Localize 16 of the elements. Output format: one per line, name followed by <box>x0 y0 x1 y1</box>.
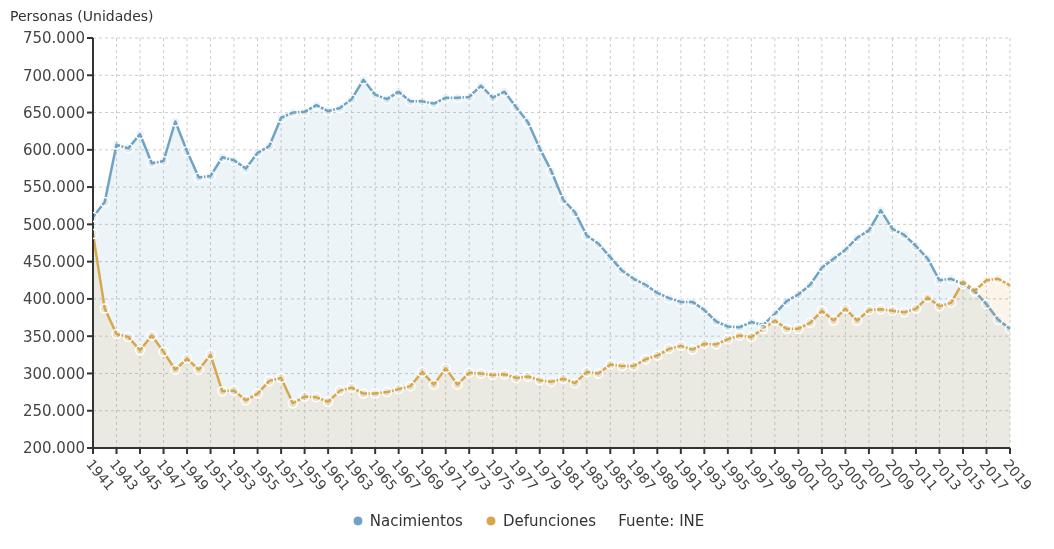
legend-label: Nacimientos <box>368 512 463 530</box>
y-tick-label: 750.000 <box>22 29 85 48</box>
source-note: Fuente: INE <box>618 512 705 530</box>
y-tick-label: 400.000 <box>22 290 85 309</box>
y-tick-label: 350.000 <box>22 327 85 346</box>
y-tick-label: 700.000 <box>22 66 85 85</box>
y-axis-title: Personas (Unidades) <box>10 8 155 26</box>
y-tick-label: 600.000 <box>22 141 85 160</box>
y-tick-label: 450.000 <box>22 252 85 271</box>
y-tick-label: 200.000 <box>22 439 85 458</box>
y-tick-label: 550.000 <box>22 178 85 197</box>
y-tick-label: 650.000 <box>22 103 85 122</box>
legend-label: Defunciones <box>501 512 597 530</box>
y-tick-label: 300.000 <box>22 364 85 383</box>
y-tick-label: 500.000 <box>22 215 85 234</box>
y-tick-label: 250.000 <box>22 402 85 421</box>
